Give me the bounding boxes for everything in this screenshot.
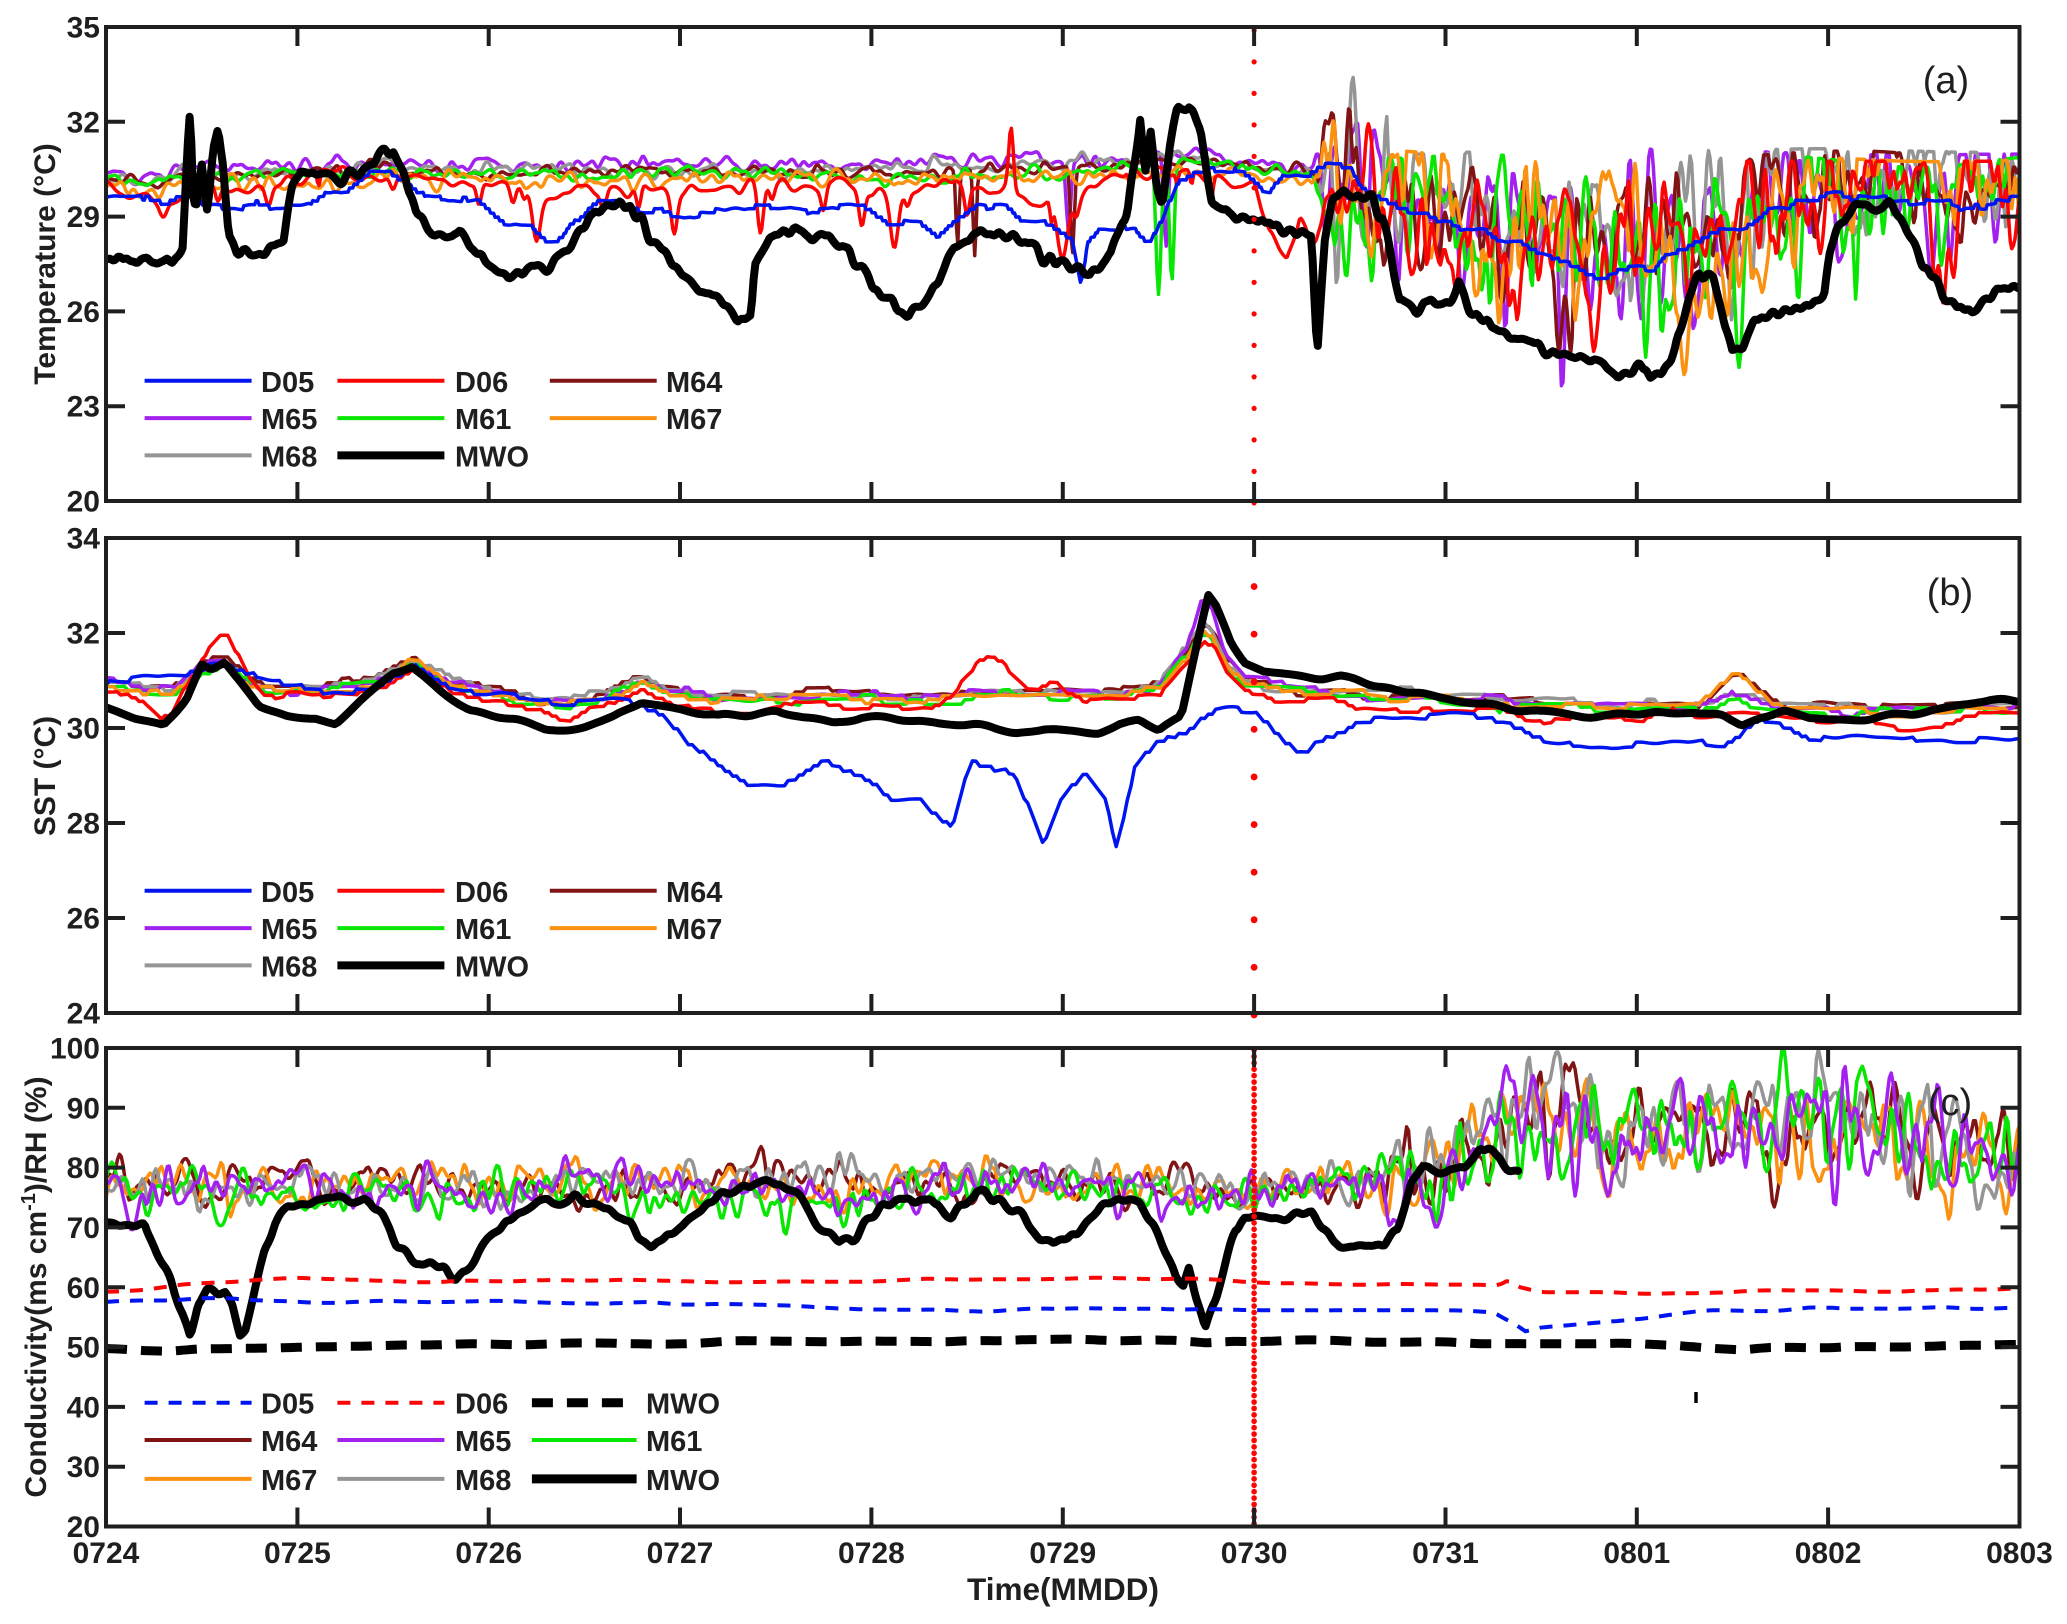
svg-text:M65: M65 <box>261 914 317 946</box>
svg-text:32: 32 <box>67 618 100 651</box>
svg-text:MWO: MWO <box>455 441 529 473</box>
svg-text:M65: M65 <box>455 1426 511 1458</box>
svg-text:M65: M65 <box>261 404 317 436</box>
svg-text:34: 34 <box>67 523 101 556</box>
svg-text:20: 20 <box>67 486 100 519</box>
svg-text:90: 90 <box>67 1092 100 1125</box>
svg-text:M68: M68 <box>455 1465 511 1497</box>
svg-text:M64: M64 <box>666 367 722 399</box>
svg-text:28: 28 <box>67 808 100 841</box>
svg-text:D05: D05 <box>261 877 314 909</box>
svg-text:0801: 0801 <box>1603 1537 1670 1570</box>
svg-text:40: 40 <box>67 1391 100 1424</box>
svg-text:0730: 0730 <box>1221 1537 1288 1570</box>
svg-text:(b): (b) <box>1927 572 1973 614</box>
svg-text:SST (°C): SST (°C) <box>29 716 62 836</box>
svg-text:80: 80 <box>67 1152 100 1185</box>
svg-text:26: 26 <box>67 903 100 936</box>
svg-text:D06: D06 <box>455 877 508 909</box>
svg-text:0725: 0725 <box>264 1537 331 1570</box>
svg-text:D06: D06 <box>455 367 508 399</box>
svg-text:0729: 0729 <box>1029 1537 1096 1570</box>
svg-text:0726: 0726 <box>455 1537 522 1570</box>
svg-text:35: 35 <box>67 12 100 45</box>
svg-text:0802: 0802 <box>1795 1537 1862 1570</box>
svg-text:32: 32 <box>67 106 100 139</box>
svg-text:M67: M67 <box>666 914 722 946</box>
svg-text:M68: M68 <box>261 951 317 983</box>
svg-text:D05: D05 <box>261 1389 314 1421</box>
svg-text:26: 26 <box>67 296 100 329</box>
svg-text:30: 30 <box>67 1451 100 1484</box>
svg-text:29: 29 <box>67 201 100 234</box>
svg-text:D05: D05 <box>261 367 314 399</box>
svg-text:Time(MMDD): Time(MMDD) <box>967 1571 1159 1607</box>
svg-text:0728: 0728 <box>838 1537 905 1570</box>
svg-text:0803: 0803 <box>1986 1537 2053 1570</box>
svg-text:MWO: MWO <box>646 1465 720 1497</box>
svg-text:100: 100 <box>50 1033 100 1066</box>
svg-text:24: 24 <box>67 998 101 1031</box>
svg-text:MWO: MWO <box>455 951 529 983</box>
svg-text:M64: M64 <box>666 877 722 909</box>
svg-text:70: 70 <box>67 1212 100 1245</box>
svg-text:30: 30 <box>67 713 100 746</box>
svg-text:D06: D06 <box>455 1389 508 1421</box>
svg-text:MWO: MWO <box>646 1389 720 1421</box>
svg-text:M67: M67 <box>666 404 722 436</box>
svg-text:Temperature (°C): Temperature (°C) <box>29 143 62 384</box>
svg-text:M64: M64 <box>261 1426 317 1458</box>
svg-text:60: 60 <box>67 1272 100 1305</box>
svg-text:Conductivity(ms cm-1)/RH (%): Conductivity(ms cm-1)/RH (%) <box>18 1076 53 1497</box>
svg-text:0731: 0731 <box>1412 1537 1479 1570</box>
svg-text:0724: 0724 <box>73 1537 140 1570</box>
svg-text:50: 50 <box>67 1332 100 1365</box>
svg-text:(c): (c) <box>1928 1082 1972 1124</box>
svg-text:M67: M67 <box>261 1465 317 1497</box>
svg-text:23: 23 <box>67 391 100 424</box>
svg-text:(a): (a) <box>1923 60 1969 102</box>
svg-text:M68: M68 <box>261 441 317 473</box>
svg-text:M61: M61 <box>455 914 511 946</box>
svg-text:M61: M61 <box>455 404 511 436</box>
svg-text:0727: 0727 <box>647 1537 714 1570</box>
svg-text:M61: M61 <box>646 1426 702 1458</box>
svg-text:20: 20 <box>67 1511 100 1544</box>
